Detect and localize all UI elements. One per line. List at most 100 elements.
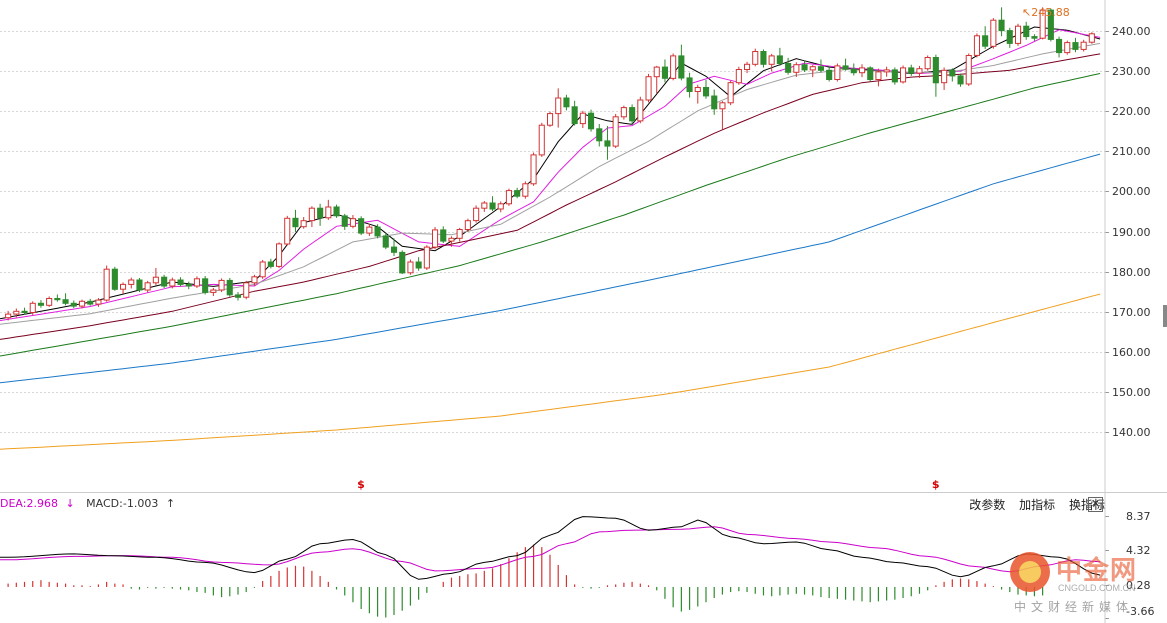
price-tick-label: 210.00 bbox=[1112, 144, 1151, 158]
candle bbox=[464, 218, 471, 232]
candle-body-up bbox=[1064, 42, 1071, 54]
ma-line-ma250 bbox=[0, 293, 1101, 450]
candle bbox=[941, 67, 948, 90]
candle bbox=[859, 64, 866, 78]
candle-body-down bbox=[489, 202, 496, 210]
candle-body-up bbox=[522, 183, 529, 197]
candle bbox=[489, 196, 496, 212]
candle-body-down bbox=[998, 19, 1005, 32]
candle-body-up bbox=[5, 313, 12, 319]
macd-up-arrow-icon: ↑ bbox=[165, 497, 176, 510]
candle bbox=[620, 105, 627, 120]
candle bbox=[46, 296, 53, 307]
candle-body-down bbox=[514, 190, 521, 197]
candle-body-up bbox=[768, 55, 775, 65]
candle-body-down bbox=[588, 112, 595, 130]
candle bbox=[399, 250, 406, 275]
change-params-button[interactable]: 改参数 bbox=[969, 498, 1006, 512]
candle-body-down bbox=[391, 246, 398, 253]
candle bbox=[391, 238, 398, 256]
candle bbox=[965, 53, 972, 86]
candle-body-up bbox=[308, 207, 315, 222]
candle-body-down bbox=[292, 217, 299, 228]
candle-body-down bbox=[341, 215, 348, 227]
candle-body-up bbox=[530, 154, 537, 185]
candle bbox=[817, 59, 825, 73]
candle bbox=[284, 215, 291, 246]
candle bbox=[95, 298, 102, 307]
signal-marker[interactable]: $ bbox=[931, 478, 940, 491]
candle bbox=[37, 300, 45, 308]
candle-body-up bbox=[300, 220, 307, 228]
macd-value: MACD:-1.003 bbox=[86, 497, 159, 510]
candle-body-down bbox=[185, 283, 192, 287]
candle-body-down bbox=[202, 278, 209, 293]
candle-body-up bbox=[95, 299, 102, 305]
candle-body-down bbox=[867, 67, 874, 81]
candle bbox=[308, 206, 315, 228]
candle-body-down bbox=[711, 95, 718, 110]
candle-body-up bbox=[29, 302, 36, 313]
candle bbox=[867, 66, 874, 82]
candle-body-down bbox=[440, 229, 447, 242]
candle bbox=[415, 257, 422, 271]
price-tick-label: 240.00 bbox=[1112, 24, 1151, 38]
candle-body-down bbox=[571, 106, 578, 125]
candle-body-up bbox=[103, 268, 110, 301]
candle-body-down bbox=[1006, 30, 1013, 44]
candle bbox=[358, 216, 365, 236]
candle bbox=[776, 47, 783, 66]
close-indicator-button[interactable]: ✕ bbox=[1088, 497, 1103, 512]
candle bbox=[505, 188, 512, 206]
candle-body-up bbox=[752, 51, 759, 65]
candle-body-down bbox=[177, 279, 184, 285]
candle-body-up bbox=[620, 107, 627, 118]
signal-marker[interactable]: $ bbox=[357, 478, 365, 491]
price-tick-label: 160.00 bbox=[1112, 345, 1151, 359]
candle bbox=[563, 94, 570, 111]
candle bbox=[1015, 23, 1022, 46]
peak-price-value: 245.88 bbox=[1031, 6, 1070, 19]
candle-body-up bbox=[1015, 25, 1022, 44]
switch-indicator-button[interactable]: 换指标 bbox=[1068, 498, 1105, 512]
candle bbox=[251, 274, 258, 287]
candle-body-down bbox=[703, 87, 710, 97]
add-indicator-button[interactable]: 加指标 bbox=[1019, 498, 1056, 512]
candle bbox=[809, 65, 816, 78]
candle bbox=[423, 245, 430, 270]
candle-body-up bbox=[924, 57, 931, 70]
candle-body-up bbox=[243, 282, 250, 298]
macd-grid bbox=[1105, 516, 1109, 619]
candle bbox=[193, 276, 200, 289]
candle-body-up bbox=[694, 87, 701, 92]
candle bbox=[547, 111, 554, 127]
candle-body-up bbox=[883, 69, 890, 73]
right-scroll-handle[interactable] bbox=[1163, 305, 1167, 327]
candle bbox=[514, 187, 521, 199]
candle-body-down bbox=[111, 268, 118, 290]
candle bbox=[62, 293, 69, 306]
candle bbox=[957, 73, 964, 87]
candle bbox=[1047, 8, 1054, 42]
candle-body-up bbox=[727, 82, 734, 104]
candle bbox=[653, 65, 660, 94]
candle-body-down bbox=[982, 35, 989, 47]
candle bbox=[13, 308, 20, 318]
peak-arrow-icon: ↖ bbox=[1022, 6, 1032, 19]
candle-body-up bbox=[941, 69, 948, 84]
candle bbox=[555, 88, 562, 128]
candle-body-up bbox=[473, 207, 480, 222]
candle bbox=[407, 259, 414, 275]
cngold-logo-icon bbox=[1010, 552, 1050, 592]
dea-down-arrow-icon: ↓ bbox=[65, 497, 75, 510]
candle-body-down bbox=[908, 67, 915, 74]
candle bbox=[29, 301, 36, 315]
candle-body-down bbox=[226, 279, 233, 296]
candle-body-up bbox=[612, 116, 619, 147]
candle-body-down bbox=[54, 298, 61, 301]
candle bbox=[1023, 21, 1030, 40]
candle-body-down bbox=[891, 69, 898, 83]
candle bbox=[1080, 39, 1087, 52]
candle bbox=[973, 33, 981, 58]
